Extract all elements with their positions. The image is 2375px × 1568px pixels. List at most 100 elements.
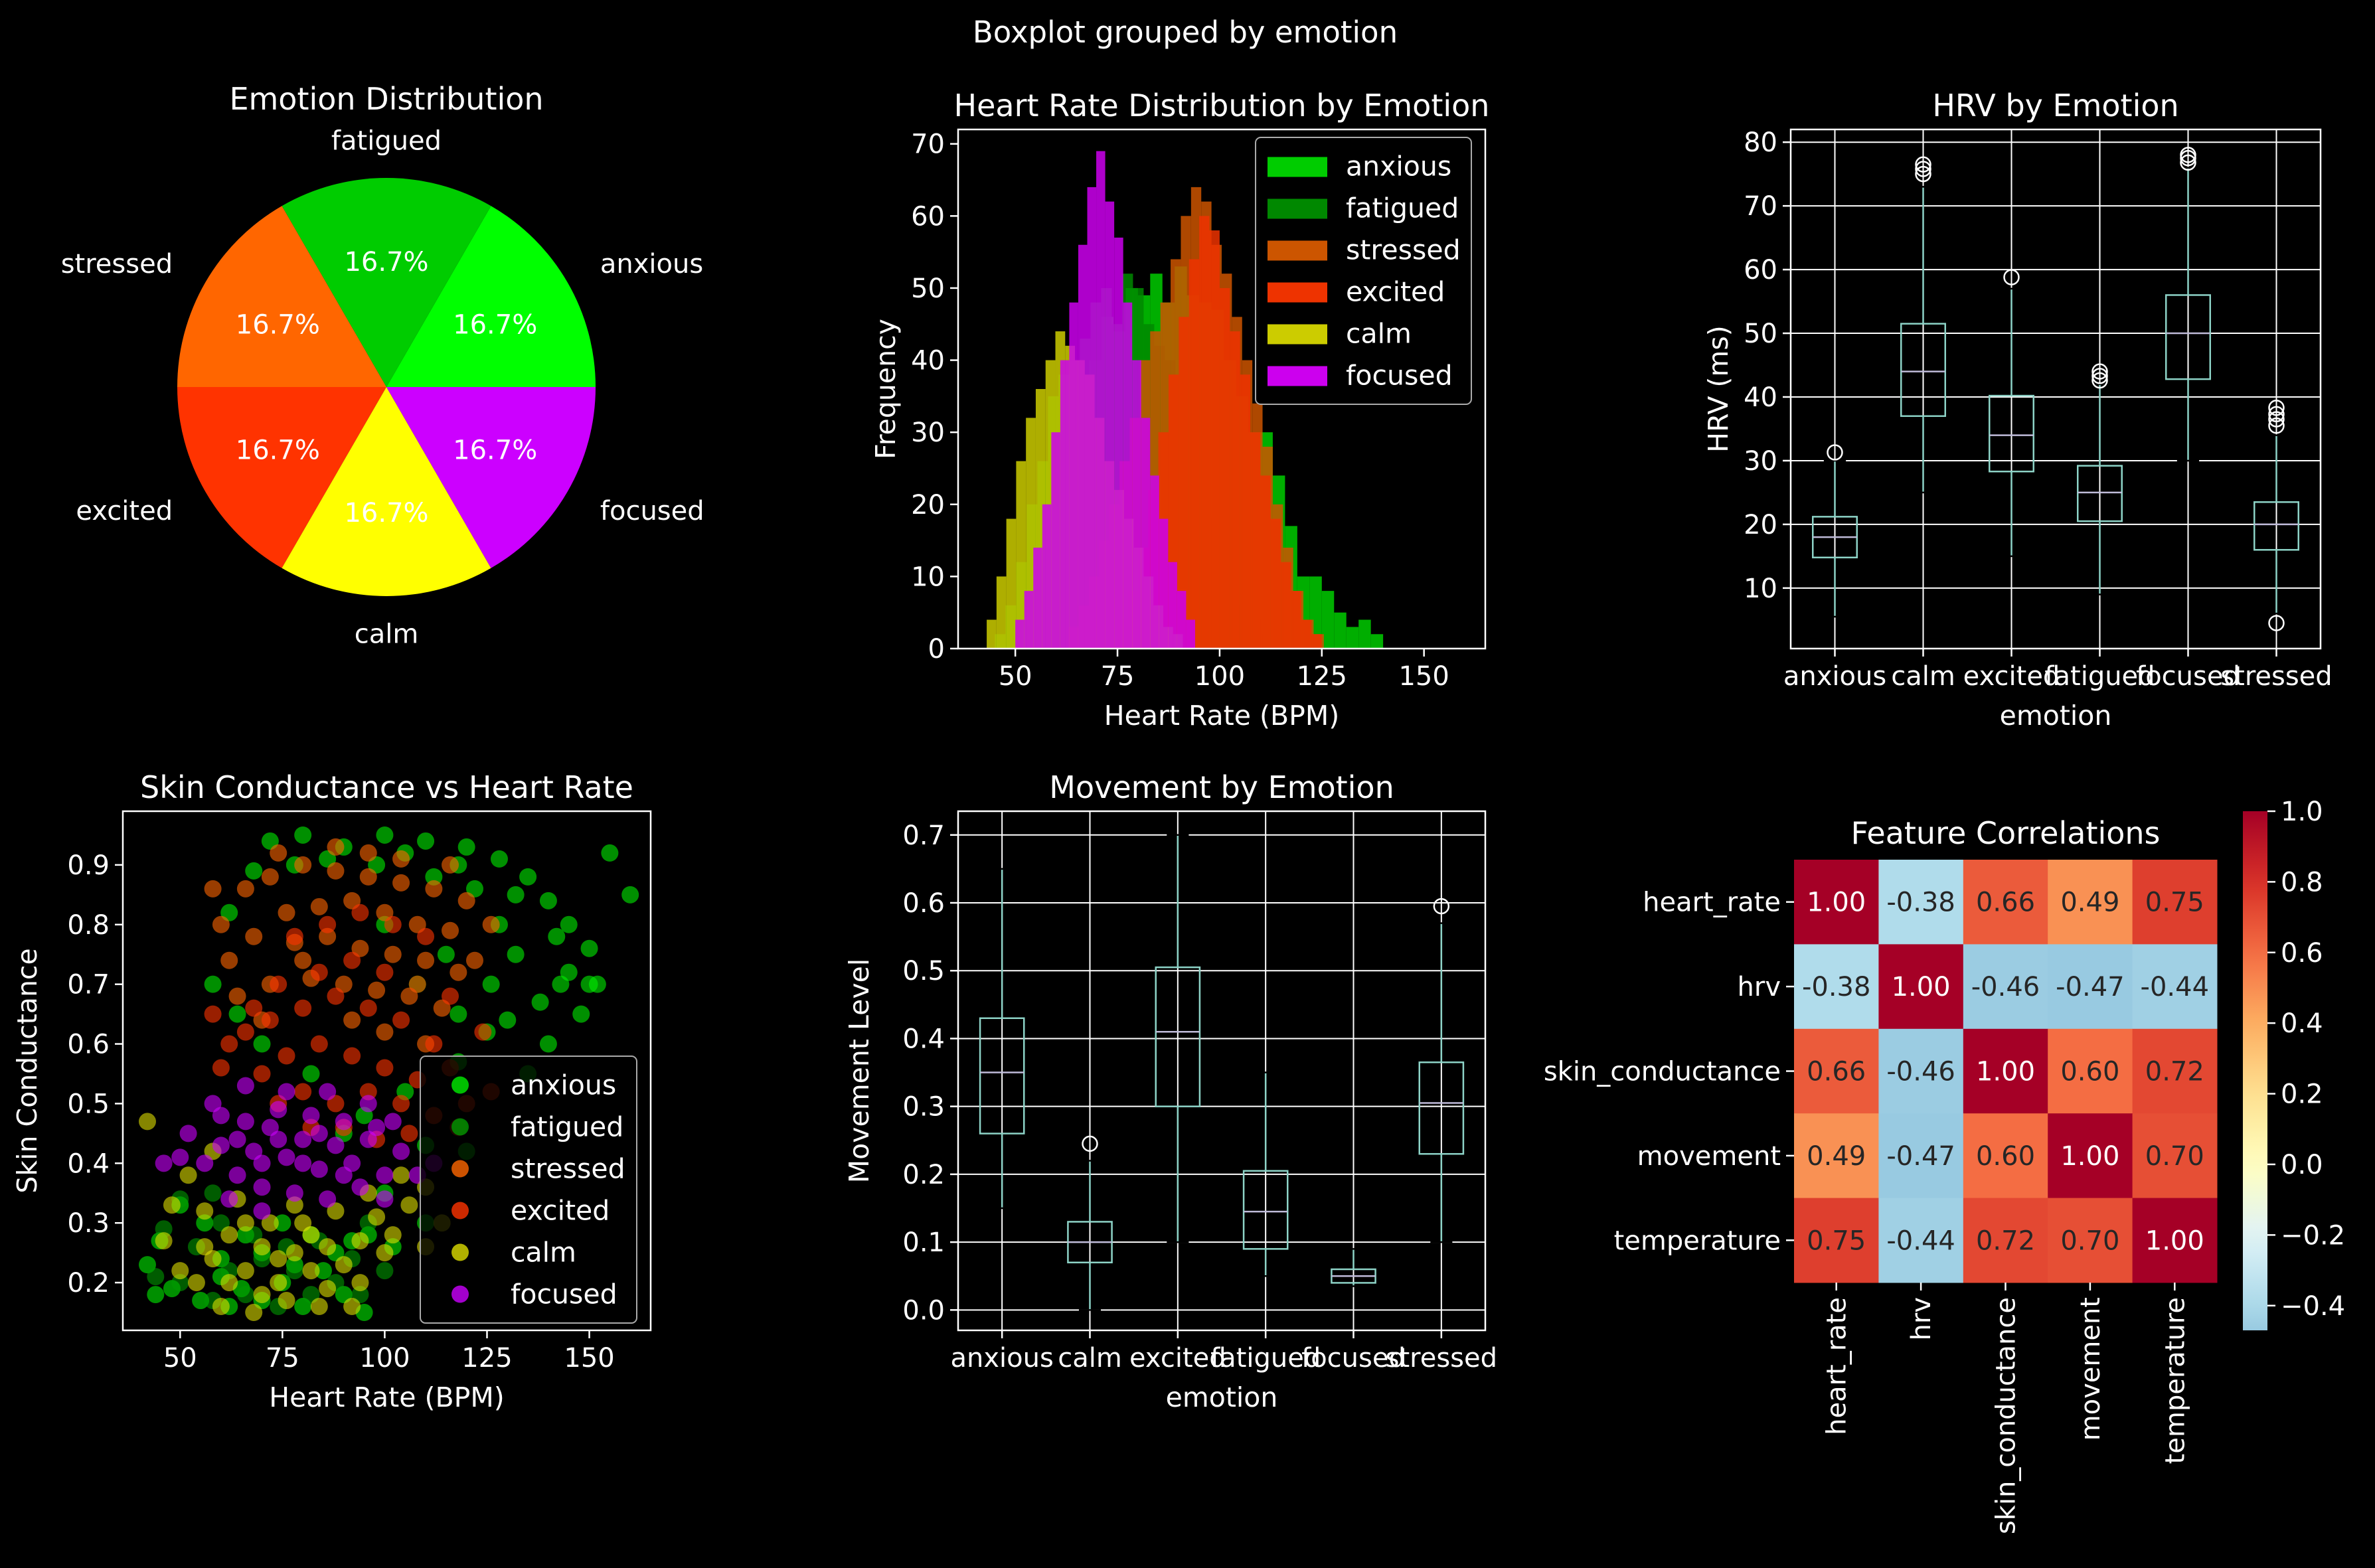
scatter-point-calm bbox=[302, 1262, 320, 1280]
box-body bbox=[979, 1017, 1025, 1135]
scatter-point-focused bbox=[171, 1148, 189, 1166]
box-body bbox=[1242, 1170, 1289, 1250]
scatter-point-excited bbox=[392, 1011, 410, 1029]
scatter-point-excited bbox=[294, 1083, 312, 1101]
heatmap-col-label: temperature bbox=[2160, 1297, 2190, 1464]
box-anxious bbox=[979, 868, 1025, 1210]
scatter-point-excited bbox=[343, 1047, 361, 1065]
box-anxious bbox=[1812, 444, 1858, 618]
scatter-point-stressed bbox=[384, 945, 402, 963]
scatter-point-stressed bbox=[368, 981, 386, 999]
scatter-point-fatigued bbox=[204, 1184, 222, 1202]
y-tick-label: 0.2 bbox=[902, 1160, 945, 1190]
heatmap-cell-label: 1.00 bbox=[2145, 1225, 2204, 1256]
scatter-point-anxious bbox=[417, 832, 435, 850]
scatter-point-anxious bbox=[245, 862, 263, 880]
legend-entry-excited: excited bbox=[1346, 276, 1445, 308]
box-body bbox=[1900, 323, 1946, 418]
pie-slice-stressed bbox=[177, 206, 386, 387]
heatmap-cell-label: -0.38 bbox=[1802, 972, 1871, 1002]
x-tick-label-fatigued: fatigued bbox=[1210, 1343, 1321, 1373]
legend-marker-anxious bbox=[451, 1076, 469, 1094]
box-flier bbox=[1915, 165, 1931, 183]
scatter-point-focused bbox=[302, 1107, 320, 1125]
scatter-point-excited bbox=[253, 1065, 271, 1083]
scatter-point-fatigued bbox=[286, 1262, 303, 1280]
legend-swatch-focused bbox=[1268, 366, 1327, 386]
scatter-point-stressed bbox=[319, 927, 337, 945]
scatter-point-anxious bbox=[539, 1035, 557, 1053]
y-tick-label: 40 bbox=[911, 346, 945, 376]
x-tick-label: 100 bbox=[359, 1343, 410, 1373]
box-calm bbox=[1900, 156, 1946, 494]
box-body bbox=[2165, 294, 2211, 380]
scatter-point-focused bbox=[253, 1202, 271, 1220]
x-tick-label: 150 bbox=[564, 1343, 614, 1373]
heatmap-cell bbox=[1878, 1028, 1964, 1114]
legend-swatch-calm bbox=[1268, 324, 1327, 345]
scatter-point-excited bbox=[400, 1125, 418, 1142]
legend-marker-stressed bbox=[451, 1160, 469, 1178]
scatter-point-calm bbox=[286, 1196, 303, 1214]
scatter-point-excited bbox=[310, 963, 328, 981]
y-tick-label: 10 bbox=[1744, 574, 1777, 604]
heatmap-cell-label: 0.72 bbox=[1976, 1225, 2035, 1256]
scatter-point-excited bbox=[351, 903, 369, 921]
y-tick-label: 0.7 bbox=[67, 970, 110, 1000]
hist-bar-anxious bbox=[1321, 591, 1335, 649]
y-tick-label: 70 bbox=[911, 129, 945, 160]
scatter-point-focused bbox=[212, 1137, 230, 1154]
scatter-point-focused bbox=[220, 1190, 238, 1208]
pie-label-anxious: anxious bbox=[600, 249, 703, 279]
x-tick-label: 75 bbox=[1101, 661, 1135, 692]
scatter-point-excited bbox=[261, 1011, 279, 1029]
heatmap-cell bbox=[2048, 1113, 2133, 1199]
scatter-point-anxious bbox=[539, 892, 557, 909]
hist-bar-focused bbox=[1177, 591, 1187, 649]
heatmap-cell bbox=[1794, 1198, 1879, 1283]
scatter-point-stressed bbox=[392, 874, 410, 892]
scatter-point-focused bbox=[270, 1131, 287, 1148]
heatmap-cell-label: 1.00 bbox=[1807, 888, 1866, 918]
heatmap-cell-label: 1.00 bbox=[1892, 972, 1951, 1002]
scatter-point-focused bbox=[319, 1190, 337, 1208]
heatmap-cell-label: -0.44 bbox=[2141, 972, 2210, 1002]
scatter-point-anxious bbox=[601, 844, 619, 862]
hist-bar-excited bbox=[1219, 287, 1230, 649]
colorbar-tick-label: 0.8 bbox=[2281, 867, 2323, 898]
heatmap-cell-label: 0.49 bbox=[2060, 888, 2119, 918]
hist-bar-focused bbox=[1132, 360, 1141, 649]
x-tick-label: 50 bbox=[163, 1343, 197, 1373]
scatter-point-anxious bbox=[572, 1005, 590, 1023]
scatter-point-stressed bbox=[376, 1023, 394, 1041]
box-flier bbox=[1827, 444, 1843, 461]
heatmap-cell bbox=[2048, 1198, 2133, 1283]
scatter-point-calm bbox=[236, 1262, 254, 1280]
scatter-point-calm bbox=[270, 1250, 287, 1268]
scatter-point-calm bbox=[319, 1238, 337, 1256]
hist-bar-focused bbox=[1042, 504, 1052, 649]
pie-label-calm: calm bbox=[355, 619, 419, 650]
box-body bbox=[2077, 465, 2123, 522]
x-tick-label-calm: calm bbox=[1058, 1343, 1122, 1373]
pie-pct-label-anxious: 16.7% bbox=[453, 310, 537, 341]
chart-title: Emotion Distribution bbox=[229, 81, 543, 117]
y-axis-label: Frequency bbox=[870, 319, 902, 459]
pie-chart-emotion-distribution: Emotion Distribution anxious 16.7% fatigued… bbox=[61, 81, 704, 650]
box-fatigued bbox=[1242, 1071, 1289, 1277]
scatter-point-stressed bbox=[442, 856, 459, 874]
scatter-point-stressed bbox=[204, 880, 222, 898]
y-tick-label: 50 bbox=[1744, 319, 1777, 349]
x-tick-label-anxious: anxious bbox=[951, 1343, 1054, 1373]
scatter-point-stressed bbox=[228, 987, 246, 1005]
plot-frame bbox=[957, 128, 1487, 650]
scatter-point-excited bbox=[392, 1095, 410, 1113]
scatter-point-anxious bbox=[531, 993, 549, 1011]
scatter-point-fatigued bbox=[171, 1274, 189, 1292]
heatmap-col-label: hrv bbox=[1906, 1297, 1937, 1340]
hist-bar-excited bbox=[1250, 432, 1261, 649]
heatmap-cell-label: 1.00 bbox=[2060, 1141, 2119, 1172]
scatter-point-stressed bbox=[343, 1011, 361, 1029]
x-tick-label: 50 bbox=[999, 661, 1032, 692]
scatter-point-stressed bbox=[220, 951, 238, 969]
